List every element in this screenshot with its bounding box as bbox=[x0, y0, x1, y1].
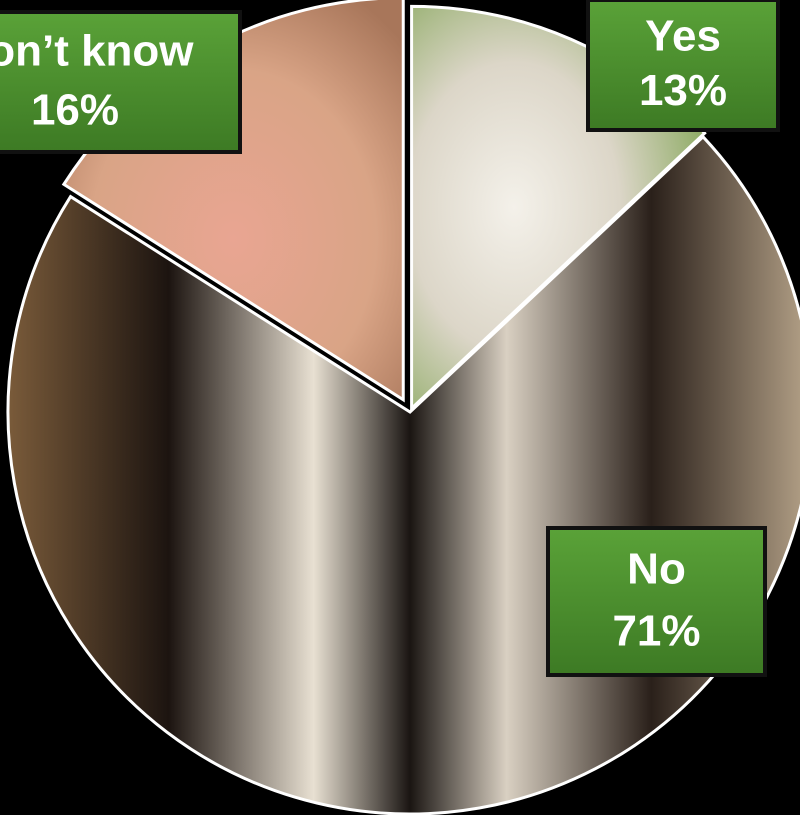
value-label: 71% bbox=[612, 606, 700, 655]
page: {"chart_data": {"type": "pie", "categori… bbox=[0, 0, 800, 815]
category-label: Don’t know bbox=[0, 27, 194, 76]
chart: Yes 13% No 71% Don’t know 16% bbox=[0, 0, 800, 815]
value-label: 16% bbox=[31, 85, 119, 134]
value-label: 13% bbox=[639, 66, 727, 115]
category-label: Yes bbox=[645, 12, 721, 61]
category-label: No bbox=[627, 545, 686, 594]
